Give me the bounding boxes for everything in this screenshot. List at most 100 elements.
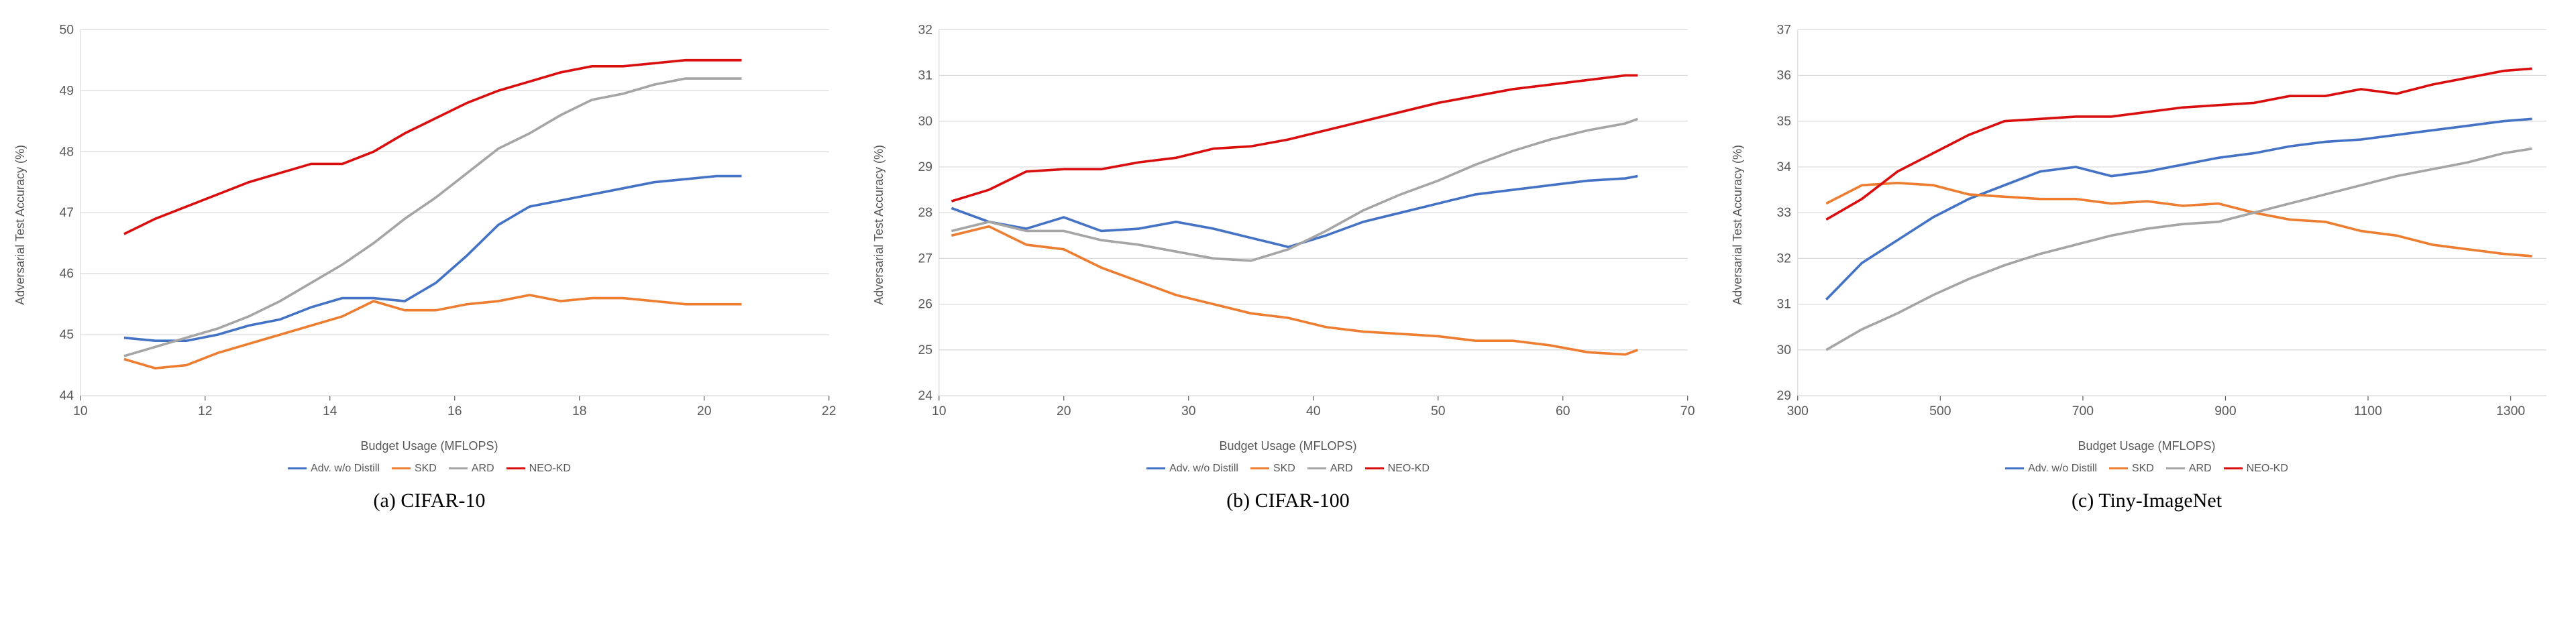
svg-text:30: 30 <box>1777 343 1792 357</box>
svg-text:1100: 1100 <box>2354 404 2382 418</box>
legend-label: SKD <box>415 463 437 475</box>
x-axis-label: Budget Usage (MFLOPS) <box>1219 439 1356 453</box>
svg-text:12: 12 <box>198 404 213 418</box>
legend-swatch-icon <box>1307 467 1326 469</box>
legend-label: ARD <box>1330 463 1353 475</box>
series-adv <box>951 176 1638 247</box>
legend-item-neo: NEO-KD <box>506 463 571 475</box>
svg-text:18: 18 <box>572 404 587 418</box>
svg-text:48: 48 <box>60 144 74 159</box>
legend-label: NEO-KD <box>2247 463 2288 475</box>
legend-item-adv: Adv. w/o Distill <box>2005 463 2097 475</box>
panel-caption: (c) Tiny-ImageNet <box>2072 490 2222 512</box>
panel-cifar100: Adversarial Test Accuracy (%) 24 25 26 27 28… <box>872 13 1704 512</box>
legend-item-ard: ARD <box>2166 463 2212 475</box>
legend-swatch-icon <box>2166 467 2185 469</box>
legend-label: ARD <box>472 463 494 475</box>
svg-text:16: 16 <box>447 404 462 418</box>
legend-label: Adv. w/o Distill <box>311 463 380 475</box>
panel-cifar10: Adversarial Test Accuracy (%) 44 45 46 47 48… <box>13 13 845 512</box>
svg-text:33: 33 <box>1777 205 1792 220</box>
legend-label: SKD <box>1273 463 1295 475</box>
legend: Adv. w/o Distill SKD ARD NEO-KD <box>1146 463 1430 475</box>
x-axis-label: Budget Usage (MFLOPS) <box>360 439 498 453</box>
svg-text:50: 50 <box>1431 404 1446 418</box>
svg-text:28: 28 <box>918 205 933 220</box>
svg-text:37: 37 <box>1777 22 1792 37</box>
chart-svg-tiny: 29303132333435363730050070090011001300 <box>1749 13 2563 437</box>
chart-svg-cifar100: 24252627282930313210203040506070 <box>890 13 1704 437</box>
legend-item-neo: NEO-KD <box>1365 463 1430 475</box>
svg-text:70: 70 <box>1680 404 1695 418</box>
legend-swatch-icon <box>506 467 525 469</box>
svg-text:45: 45 <box>60 327 74 342</box>
svg-text:10: 10 <box>73 404 88 418</box>
chart-wrap: Adversarial Test Accuracy (%) 24 25 26 27 28… <box>872 13 1704 437</box>
chart-wrap: Adversarial Test Accuracy (%) 44 45 46 47 48… <box>13 13 845 437</box>
svg-text:26: 26 <box>918 297 933 312</box>
svg-text:50: 50 <box>60 22 74 37</box>
series-neo <box>1826 68 2532 219</box>
panel-tiny: Adversarial Test Accuracy (%) 2930313233… <box>1731 13 2563 512</box>
series-neo <box>951 75 1638 201</box>
svg-text:20: 20 <box>1057 404 1071 418</box>
svg-text:22: 22 <box>822 404 837 418</box>
svg-text:27: 27 <box>918 251 933 266</box>
legend-label: NEO-KD <box>529 463 571 475</box>
svg-text:36: 36 <box>1777 68 1792 83</box>
legend-swatch-icon <box>2109 467 2128 469</box>
svg-text:300: 300 <box>1787 404 1809 418</box>
y-axis-label: Adversarial Test Accuracy (%) <box>13 145 28 305</box>
legend-label: Adv. w/o Distill <box>1169 463 1238 475</box>
svg-text:1300: 1300 <box>2496 404 2525 418</box>
legend-swatch-icon <box>449 467 468 469</box>
legend-item-skd: SKD <box>1250 463 1295 475</box>
panel-caption: (a) CIFAR-10 <box>374 490 486 512</box>
svg-text:14: 14 <box>323 404 337 418</box>
svg-text:47: 47 <box>60 205 74 220</box>
legend-label: Adv. w/o Distill <box>2028 463 2097 475</box>
legend-swatch-icon <box>2005 467 2024 469</box>
svg-text:10: 10 <box>932 404 947 418</box>
legend-swatch-icon <box>1365 467 1384 469</box>
svg-text:20: 20 <box>697 404 712 418</box>
svg-text:32: 32 <box>1777 251 1792 266</box>
chart-wrap: Adversarial Test Accuracy (%) 2930313233… <box>1731 13 2563 437</box>
legend-item-neo: NEO-KD <box>2224 463 2288 475</box>
legend: Adv. w/o Distill SKD ARD NEO-KD <box>288 463 571 475</box>
svg-text:500: 500 <box>1929 404 1951 418</box>
legend-swatch-icon <box>392 467 411 469</box>
legend-label: SKD <box>2132 463 2154 475</box>
svg-text:900: 900 <box>2214 404 2237 418</box>
svg-text:35: 35 <box>1777 114 1792 129</box>
legend-swatch-icon <box>1250 467 1269 469</box>
legend-item-skd: SKD <box>2109 463 2154 475</box>
svg-text:60: 60 <box>1556 404 1570 418</box>
x-axis-label: Budget Usage (MFLOPS) <box>2078 439 2215 453</box>
svg-text:24: 24 <box>918 388 933 403</box>
series-skd <box>124 295 742 368</box>
legend-label: ARD <box>2189 463 2212 475</box>
legend-item-skd: SKD <box>392 463 437 475</box>
svg-text:32: 32 <box>918 22 933 37</box>
svg-text:46: 46 <box>60 266 74 281</box>
svg-text:30: 30 <box>918 114 933 129</box>
legend-item-adv: Adv. w/o Distill <box>1146 463 1238 475</box>
series-adv <box>1826 119 2532 300</box>
svg-text:31: 31 <box>918 68 933 83</box>
legend-item-adv: Adv. w/o Distill <box>288 463 380 475</box>
series-skd <box>1826 183 2532 256</box>
svg-text:40: 40 <box>1306 404 1321 418</box>
panel-caption: (b) CIFAR-100 <box>1226 490 1350 512</box>
svg-text:34: 34 <box>1777 160 1792 174</box>
legend-swatch-icon <box>2224 467 2243 469</box>
series-ard <box>951 119 1638 261</box>
svg-text:29: 29 <box>1777 388 1792 403</box>
chart-svg-cifar10: 4445464748495010121416182022 <box>32 13 845 437</box>
svg-text:25: 25 <box>918 343 933 357</box>
legend-item-ard: ARD <box>449 463 494 475</box>
svg-text:44: 44 <box>60 388 74 403</box>
svg-text:31: 31 <box>1777 297 1792 312</box>
y-axis-label: Adversarial Test Accuracy (%) <box>872 145 886 305</box>
svg-text:30: 30 <box>1181 404 1196 418</box>
